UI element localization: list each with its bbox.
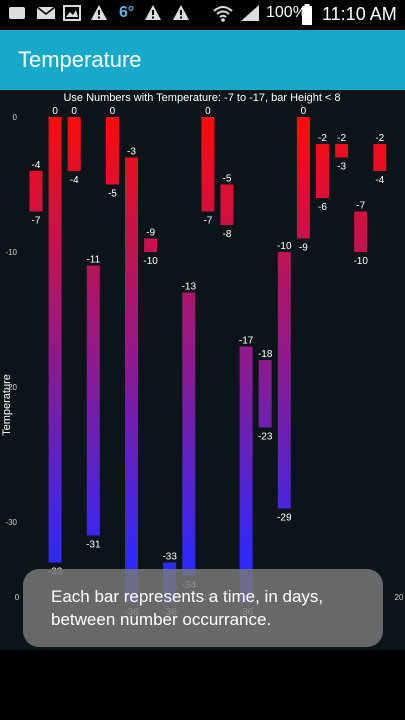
bar-bottom-label: -4	[375, 175, 384, 186]
y-tick-label: 0	[13, 113, 18, 122]
email-icon	[36, 4, 56, 28]
chart-bar	[105, 117, 119, 185]
bar-bottom-label: -3	[337, 162, 346, 173]
bar-bottom-label: -6	[318, 202, 327, 213]
bar-bottom-label: -5	[108, 189, 117, 200]
warning-icon	[172, 4, 190, 28]
bar-bottom-label: -7	[32, 216, 41, 227]
bar-top-label: 0	[110, 106, 116, 117]
clock: 11:10 AM	[322, 4, 397, 24]
chart-bar	[67, 117, 81, 171]
bar-top-label: 0	[301, 106, 307, 117]
bottom-area	[0, 650, 405, 720]
bar-bottom-label: -31	[86, 540, 101, 551]
notification-icon	[8, 4, 26, 28]
chart-bar	[86, 265, 100, 536]
toast-message: Each bar represents a time, in days, bet…	[23, 569, 383, 647]
bar-bottom-label: -10	[143, 256, 158, 267]
warning-icon	[144, 4, 162, 28]
chart-bar	[220, 184, 234, 225]
bar-top-label: -2	[337, 133, 346, 144]
bar-bottom-label: -9	[299, 243, 308, 254]
bar-top-label: -18	[258, 349, 273, 360]
bar-bottom-label: -4	[70, 175, 79, 186]
chart-bar	[258, 360, 272, 428]
y-tick-label: -30	[5, 518, 17, 527]
bar-bottom-label: -7	[203, 216, 212, 227]
bar-top-label: -4	[32, 160, 41, 171]
bar-top-label: -3	[127, 147, 136, 158]
chart-bar	[316, 144, 329, 198]
bar-top-label: 0	[205, 106, 211, 117]
warning-icon	[90, 4, 108, 28]
toast-text: Each bar represents a time, in days, bet…	[51, 587, 324, 629]
chart-bar	[373, 144, 387, 171]
bar-top-label: -13	[182, 282, 197, 293]
bar-top-label: -7	[356, 201, 365, 212]
bar-top-label: -17	[239, 336, 254, 347]
bar-top-label: -5	[223, 174, 232, 185]
chart-bar	[335, 144, 349, 158]
bar-bottom-label: -29	[277, 513, 292, 524]
battery-percent: 100%	[266, 4, 307, 21]
chart-bar	[144, 238, 158, 252]
x-tick-label: 20	[395, 593, 404, 602]
bar-top-label: -2	[318, 133, 327, 144]
bar-bottom-label: -23	[258, 432, 273, 443]
chart-bar	[277, 252, 291, 509]
chart-bar	[48, 117, 62, 563]
app-bar: Temperature	[0, 30, 405, 90]
chart-bar	[201, 117, 215, 212]
bar-top-label: 0	[71, 106, 77, 117]
bar-top-label: 0	[52, 106, 58, 117]
bar-top-label: -10	[277, 241, 292, 252]
bar-top-label: -33	[162, 552, 177, 563]
bar-bottom-label: -8	[223, 229, 232, 240]
chart-title: Use Numbers with Temperature: -7 to -17,…	[63, 92, 340, 104]
chart-bar	[182, 292, 196, 576]
weather-temperature: 6°	[119, 4, 135, 21]
chart-bar	[354, 211, 368, 252]
bar-top-label: -11	[86, 255, 100, 266]
y-tick-label: -10	[5, 248, 17, 257]
wifi-icon	[212, 4, 234, 30]
chart-bar	[296, 117, 310, 239]
battery-icon	[301, 4, 313, 32]
gallery-icon	[63, 4, 81, 28]
chart-canvas: Use Numbers with Temperature: -7 to -17,…	[1, 92, 404, 618]
page-title: Temperature	[18, 47, 142, 72]
bar-chart[interactable]: Use Numbers with Temperature: -7 to -17,…	[0, 90, 405, 650]
bar-top-label: -9	[146, 228, 155, 239]
y-axis-label: Temperature	[1, 374, 13, 436]
chart-bar	[125, 157, 138, 603]
chart-bar	[239, 346, 253, 603]
bar-bottom-label: -10	[353, 256, 368, 267]
x-tick-label: 0	[15, 593, 20, 602]
chart-bar	[29, 171, 43, 212]
y-tick-label: -20	[5, 383, 17, 392]
bar-top-label: -2	[375, 133, 384, 144]
status-bar: 6° 100% 11:10 AM	[0, 0, 405, 30]
signal-icon	[240, 4, 260, 28]
